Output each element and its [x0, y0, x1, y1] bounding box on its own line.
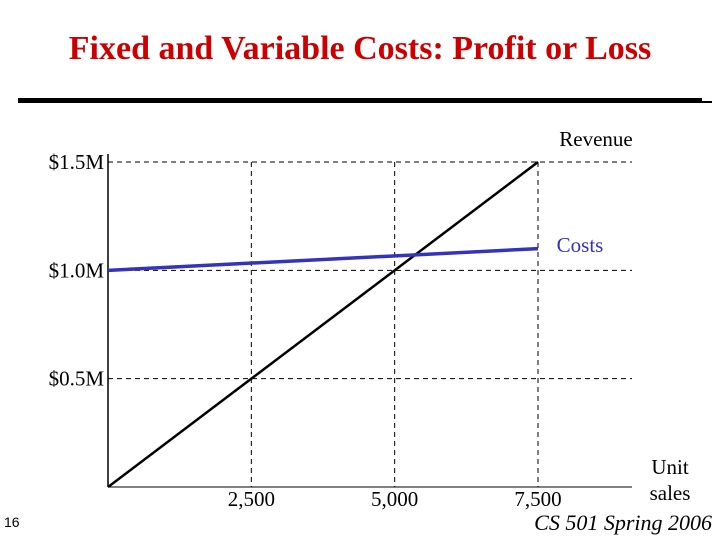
series-line-costs — [107, 246, 539, 273]
course-footer: CS 501 Spring 2006 — [534, 510, 712, 535]
slide-title: Fixed and Variable Costs: Profit or Loss — [68, 30, 652, 67]
x-tick-label: 7,500 — [514, 487, 561, 511]
x-tick-label: 5,000 — [371, 487, 418, 511]
y-tick-label: $0.5M — [49, 367, 105, 391]
y-tick-label: $1.0M — [49, 258, 105, 282]
series-label-costs: Costs — [557, 233, 604, 257]
series-line-revenue — [107, 161, 539, 488]
slide-number: 16 — [4, 514, 20, 530]
x-tick-label: 2,500 — [228, 487, 275, 511]
y-tick-label: $1.5M — [49, 150, 105, 174]
series-label-revenue: Revenue — [559, 127, 632, 151]
title-divider — [18, 98, 702, 103]
x-axis-title-line1: Unit — [651, 455, 689, 479]
x-axis-title-line2: sales — [650, 481, 691, 505]
title-divider-tip — [702, 101, 712, 103]
